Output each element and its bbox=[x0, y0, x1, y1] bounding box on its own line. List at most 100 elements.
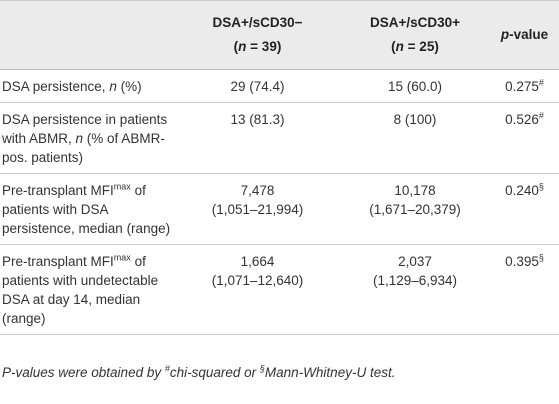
text-segment: (1,051–21,994) bbox=[211, 202, 304, 217]
text-segment: Mann-Whitney-U test. bbox=[264, 365, 396, 380]
cell: 8 (100) bbox=[340, 102, 490, 174]
cell: 1,664 (1,071–12,640) bbox=[175, 244, 340, 335]
table-figure: DSA+/sCD30− (n = 39) DSA+/sCD30+ (n = 25) p-… bbox=[0, 0, 559, 380]
cell-line: (n = 25) bbox=[344, 35, 486, 59]
cell-line: 29 (74.4) bbox=[179, 77, 336, 96]
cell-line: (1,071–12,640) bbox=[179, 271, 336, 290]
text-segment: # bbox=[538, 110, 544, 121]
cell-line: 1,664 bbox=[179, 252, 336, 271]
text-segment: max bbox=[113, 181, 131, 192]
table-row: DSA persistence in patients with ABMR, n… bbox=[0, 102, 559, 174]
header-cell bbox=[0, 0, 175, 70]
cell: 0.275# bbox=[490, 69, 559, 103]
text-segment: 29 (74.4) bbox=[230, 79, 285, 94]
text-segment: DSA persistence in patients with ABMR, bbox=[2, 112, 168, 146]
table-row: Pre-transplant MFImax of patients with D… bbox=[0, 173, 559, 245]
text-segment: P-values were obtained by bbox=[2, 365, 165, 380]
row-label: Pre-transplant MFImax of patients with D… bbox=[0, 173, 175, 245]
text-segment: § bbox=[259, 363, 265, 374]
text-segment: # bbox=[538, 77, 544, 88]
text-segment: DSA persistence, bbox=[2, 79, 110, 94]
cell: 29 (74.4) bbox=[175, 69, 340, 103]
text-segment: 0.526 bbox=[505, 112, 539, 127]
cell: 13 (81.3) bbox=[175, 102, 340, 174]
text-segment: (% of ABMR-pos. patients) bbox=[2, 131, 165, 165]
cell-line: 0.395§ bbox=[494, 252, 555, 271]
cell-line: (1,051–21,994) bbox=[179, 200, 336, 219]
text-segment: p bbox=[500, 27, 510, 42]
cell-line: p-value bbox=[494, 23, 555, 47]
text-segment: 1,664 bbox=[240, 254, 275, 269]
text-segment: (1,129–6,934) bbox=[372, 273, 458, 288]
cell-line: Pre-transplant MFImax of patients with D… bbox=[2, 181, 171, 238]
header-cell: DSA+/sCD30− (n = 39) bbox=[175, 0, 340, 70]
table-row: Pre-transplant MFImax of patients with u… bbox=[0, 244, 559, 335]
row-label: DSA persistence, n (%) bbox=[0, 69, 175, 103]
text-segment: n bbox=[109, 79, 117, 94]
text-segment: 7,478 bbox=[240, 183, 275, 198]
text-segment: # bbox=[164, 363, 170, 374]
text-segment: max bbox=[113, 252, 131, 263]
text-segment: DSA+/sCD30− bbox=[212, 15, 303, 30]
cell-line: (n = 39) bbox=[179, 35, 336, 59]
cell: 10,178 (1,671–20,379) bbox=[340, 173, 490, 245]
text-segment: ( bbox=[233, 39, 239, 54]
cell: 0.395§ bbox=[490, 244, 559, 335]
text-segment: § bbox=[538, 181, 544, 192]
cell-line: 0.275# bbox=[494, 77, 555, 96]
cell-line: Pre-transplant MFImax of patients with u… bbox=[2, 252, 171, 328]
text-segment: n bbox=[238, 39, 247, 54]
cell: 15 (60.0) bbox=[340, 69, 490, 103]
text-segment: 15 (60.0) bbox=[387, 79, 443, 94]
header-row: DSA+/sCD30− (n = 39) DSA+/sCD30+ (n = 25) p-… bbox=[0, 0, 559, 70]
text-segment: n bbox=[75, 131, 84, 146]
text-segment: n bbox=[395, 39, 404, 54]
row-label: DSA persistence in patients with ABMR, n… bbox=[0, 102, 175, 174]
text-segment: of patients with undetectable DSA at day… bbox=[2, 254, 159, 326]
text-segment: chi-squared or bbox=[169, 365, 260, 380]
text-segment: = 25) bbox=[403, 39, 439, 54]
text-segment: § bbox=[538, 252, 544, 263]
cell-line: 0.240§ bbox=[494, 181, 555, 200]
cell-line: DSA persistence in patients with ABMR, n… bbox=[2, 110, 171, 167]
cell-line: 10,178 bbox=[344, 181, 486, 200]
table-body: DSA persistence, n (%) 29 (74.4) 15 (60.0)… bbox=[0, 69, 559, 335]
text-segment: 0.275 bbox=[505, 79, 539, 94]
cell-line: 0.526# bbox=[494, 110, 555, 129]
cell-line: (1,129–6,934) bbox=[344, 271, 486, 290]
footnote: P-values were obtained by #chi-squared o… bbox=[0, 363, 559, 380]
cell: 2,037 (1,129–6,934) bbox=[340, 244, 490, 335]
text-segment: 0.240 bbox=[505, 183, 539, 198]
cell-line: DSA persistence, n (%) bbox=[2, 77, 171, 96]
text-segment: 13 (81.3) bbox=[230, 112, 285, 127]
table: DSA+/sCD30− (n = 39) DSA+/sCD30+ (n = 25) p-… bbox=[0, 0, 559, 335]
text-segment: 8 (100) bbox=[393, 112, 437, 127]
text-segment: -value bbox=[509, 27, 549, 42]
text-segment: DSA+/sCD30+ bbox=[369, 15, 461, 30]
text-segment: 2,037 bbox=[398, 254, 432, 269]
text-segment: of patients with DSA persistence, median… bbox=[2, 183, 171, 236]
text-segment: (%) bbox=[116, 79, 142, 94]
cell: 0.526# bbox=[490, 102, 559, 174]
text-segment: ( bbox=[391, 39, 396, 54]
header-cell: DSA+/sCD30+ (n = 25) bbox=[340, 0, 490, 70]
cell: 7,478 (1,051–21,994) bbox=[175, 173, 340, 245]
cell-line: DSA+/sCD30− bbox=[179, 11, 336, 35]
cell-line: 13 (81.3) bbox=[179, 110, 336, 129]
text-segment: Pre-transplant MFI bbox=[2, 254, 114, 269]
row-label: Pre-transplant MFImax of patients with u… bbox=[0, 244, 175, 335]
text-segment: 10,178 bbox=[394, 183, 436, 198]
table-row: DSA persistence, n (%) 29 (74.4) 15 (60.0)… bbox=[0, 69, 559, 103]
text-segment: (1,671–20,379) bbox=[369, 202, 461, 217]
cell-line: 8 (100) bbox=[344, 110, 486, 129]
text-segment: (1,071–12,640) bbox=[211, 273, 304, 288]
text-segment: = 39) bbox=[246, 39, 282, 54]
cell-line: 7,478 bbox=[179, 181, 336, 200]
header-cell: p-value bbox=[490, 0, 559, 70]
text-segment: Pre-transplant MFI bbox=[2, 183, 114, 198]
cell-line: DSA+/sCD30+ bbox=[344, 11, 486, 35]
cell-line: 2,037 bbox=[344, 252, 486, 271]
cell: 0.240§ bbox=[490, 173, 559, 245]
cell-line: 15 (60.0) bbox=[344, 77, 486, 96]
